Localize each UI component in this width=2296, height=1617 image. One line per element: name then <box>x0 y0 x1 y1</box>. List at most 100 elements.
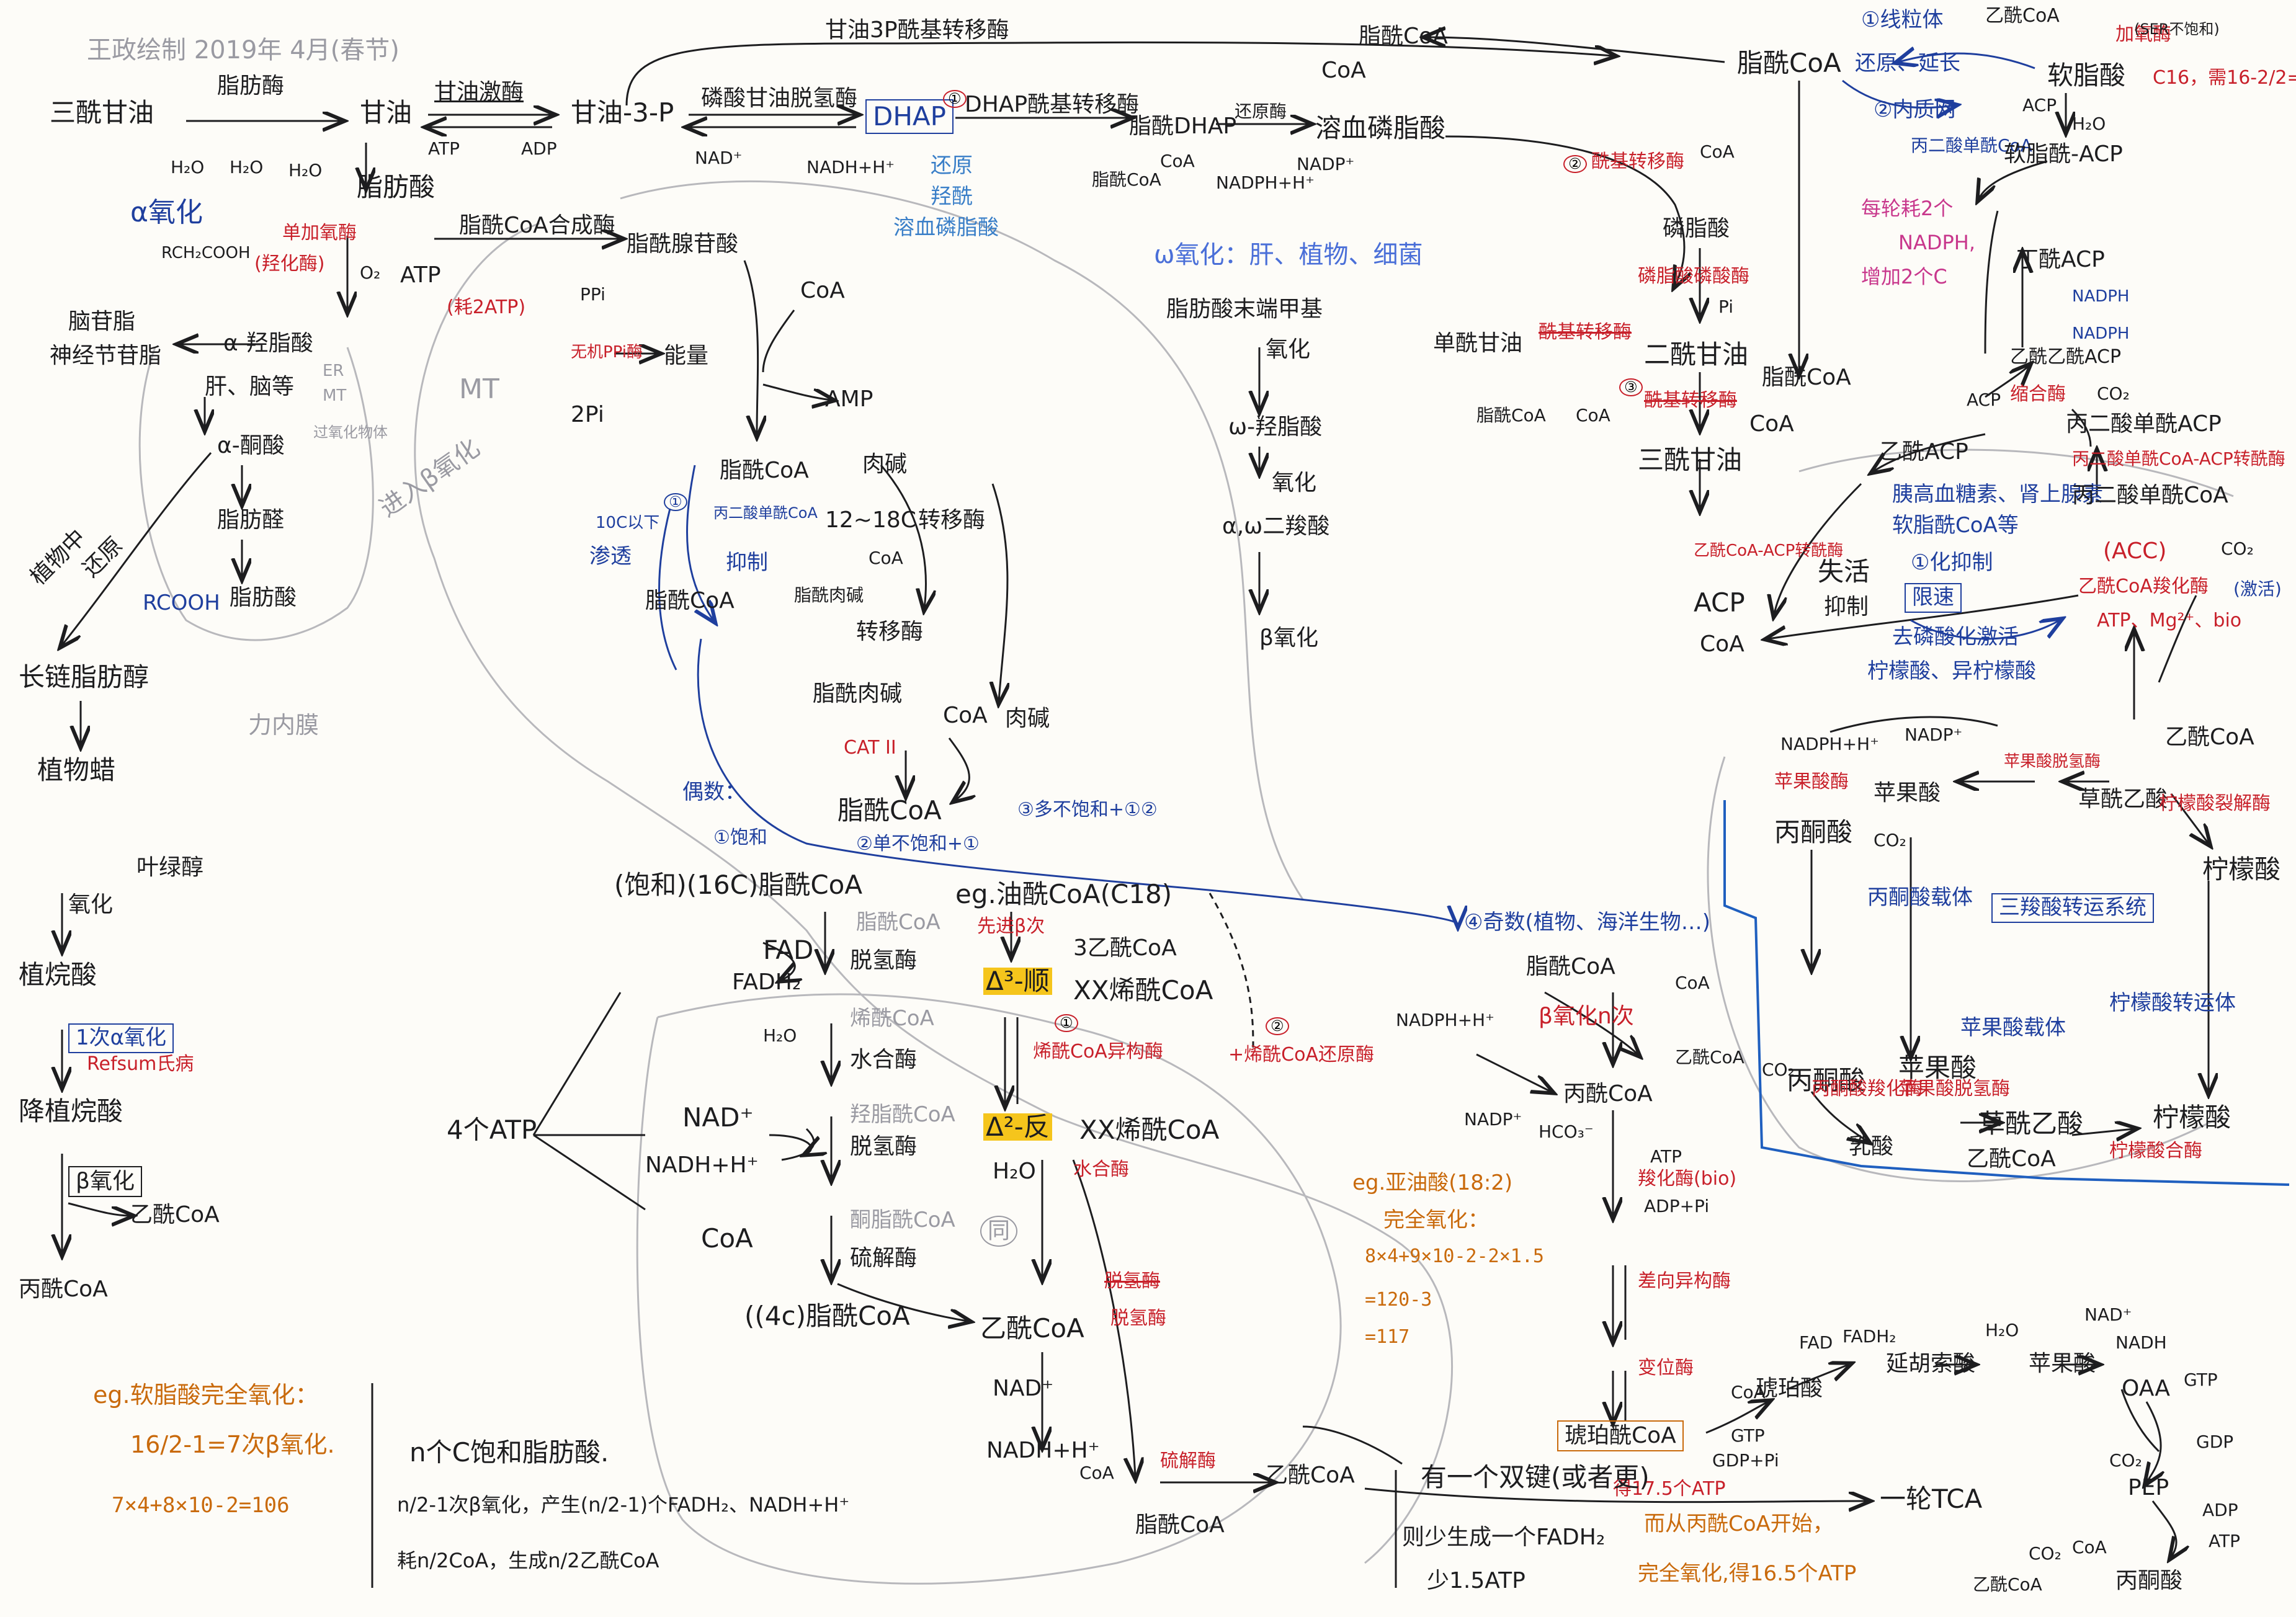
four-atp: 4个ATP <box>447 1115 537 1145</box>
enoyl-coa: 烯酰CoA <box>850 1006 934 1031</box>
permeate: 渗透 <box>589 544 632 569</box>
xx-enoyl-2: XX烯酰CoA <box>1079 1115 1220 1145</box>
cerebroside: 脑苷脂 <box>68 309 136 334</box>
nadph-1: NADPH <box>2072 287 2130 306</box>
less-10c: 10C以下 <box>596 514 660 532</box>
fatty-acid: 脂肪酸 <box>357 172 436 202</box>
add-2c: 增加2个C <box>1861 265 1947 288</box>
synth-acp-2: ACP <box>1967 390 2001 410</box>
rate-limiting: 限速 <box>1905 583 1962 613</box>
thiolase-2: 硫解酶 <box>1160 1450 1216 1472</box>
fadh2: FADH₂ <box>732 969 802 995</box>
c16-rounds: C16，需16-2/2=7轮 <box>2153 67 2296 89</box>
h2o-1: H₂O <box>171 157 205 177</box>
o2: O₂ <box>360 262 381 283</box>
coa-act: CoA <box>800 278 845 303</box>
coa-top-1: CoA <box>1321 58 1366 83</box>
acc-label: (ACC) <box>2103 538 2167 564</box>
acyl-coa-mono: 脂酰CoA <box>1476 405 1546 425</box>
mt-label: MT <box>323 386 347 405</box>
er-label-synth: ②内质网 <box>1874 97 1956 122</box>
acylcarnitine-1: 脂酰肉碱 <box>794 585 864 605</box>
amp: AMP <box>825 386 873 412</box>
chain-range: 12~18C <box>825 507 916 533</box>
butyryl-acp: 丁酰ACP <box>2016 247 2105 272</box>
odd-yield: 得17.5个ATP <box>1613 1478 1726 1500</box>
shuttle-co2-2: CO₂ <box>1762 1059 1795 1080</box>
tricarboxylate-title: 三羧酸转运系统 <box>1991 893 2154 923</box>
cat1-num: ① <box>664 493 687 512</box>
shuttle-nadp: NADP⁺ <box>1905 724 1963 745</box>
insulin-glucagon: 胰高血糖素、肾上腺素 <box>1892 482 2103 507</box>
shuttle-malate: 苹果酸 <box>1874 780 1941 806</box>
acyl-coa-mito: 脂酰CoA <box>645 588 735 613</box>
front-beta: 先进β次 <box>977 915 1045 937</box>
triglyceride: 三酰甘油 <box>50 97 154 128</box>
acyltransferase-3: 酰基转移酶 <box>1644 390 1737 411</box>
nadph-2: NADPH <box>2072 324 2130 343</box>
synth-acp: ACP <box>2022 95 2057 115</box>
malate-carrier: 苹果酸载体 <box>1960 1015 2066 1040</box>
linoleic-eq1: =120-3 <box>1365 1289 1432 1311</box>
less-fadh2: 则少生成一个FADH₂ <box>1402 1525 1606 1550</box>
dh-2: 脱氢酶 <box>1104 1270 1160 1292</box>
dhap-lyso: 溶血磷脂酸 <box>893 215 999 240</box>
alpha-keto-acid: α-酮酸 <box>217 433 285 458</box>
tca-acetyl: 乙酰CoA <box>1973 1574 2042 1595</box>
nadph-top: NADPH+H⁺ <box>1216 172 1315 193</box>
phytanic-beta-ox: β氧化 <box>68 1166 142 1197</box>
shuttle-nadph: NADPH+H⁺ <box>1780 734 1879 754</box>
xx-enoyl-1: XX烯酰CoA <box>1073 975 1213 1005</box>
tca-coa-2: CoA <box>2072 1537 2107 1557</box>
hydroxylase: (羟化酶) <box>254 253 325 275</box>
malonyl-inhibit: 丙二酸单酰CoA <box>713 504 818 522</box>
acyltransferase-2: 酰基转移酶 <box>1591 151 1684 172</box>
ketoacyl-coa: 酮脂酰CoA <box>850 1208 955 1232</box>
shuttle-acetyl: 乙酰CoA <box>1967 1146 2056 1172</box>
less-atp: 少1.5ATP <box>1427 1568 1525 1593</box>
dephos-activate: 去磷酸化激活 <box>1892 625 2019 649</box>
monooxygenase: 单加氧酶 <box>282 222 357 244</box>
acetoacetyl-acp: 乙酰乙酰ACP <box>2010 346 2122 368</box>
linoleic-full: 完全氧化： <box>1383 1208 1489 1232</box>
pristanic-acid: 降植烷酸 <box>19 1096 123 1126</box>
double-bond: 有一个双键(或者更) <box>1421 1462 1650 1492</box>
in-plants: 植物中 <box>25 524 91 590</box>
shuttle-oaa: 草酰乙酸 <box>2078 786 2168 812</box>
nadp-top: NADP⁺ <box>1297 154 1355 174</box>
inactivate: 失活 <box>1818 556 1870 587</box>
fad: FAD <box>763 935 814 965</box>
delta2-trans: Δ²-反 <box>983 1113 1052 1141</box>
condensing-enzyme: 缩合酶 <box>2010 383 2066 405</box>
tca-gdp-2: GDP+Pi <box>1712 1450 1779 1471</box>
glycerol: 甘油 <box>360 97 413 128</box>
acc-activate: (激活) <box>2233 579 2282 599</box>
carnitine-1: 肉碱 <box>862 452 908 477</box>
energy: 能量 <box>664 343 709 368</box>
acyl-dhap: 脂酰DHAP <box>1129 114 1237 139</box>
odd-propionyl: 丙酰CoA <box>1563 1081 1653 1107</box>
dhap-box: DHAP <box>865 99 954 135</box>
malate-dh-2: 苹果酸脱氢酶 <box>1898 1078 2010 1100</box>
malonyl-transacylase: 丙二酸单酰CoA-ACP转酰酶 <box>2072 448 2285 469</box>
consume-2atp: (耗2ATP) <box>447 296 526 318</box>
coa-shuttle: CoA <box>869 548 903 568</box>
succinyl-coa: 琥珀酰CoA <box>1557 1420 1684 1451</box>
phytanic-oxidize: 氧化 <box>68 892 114 917</box>
linoleic-calc: 8×4+9×10-2-2×1.5 <box>1365 1245 1544 1267</box>
tca-co2: CO₂ <box>2109 1450 2142 1471</box>
shuttle-oaa-2: 草酰乙酸 <box>1979 1108 2084 1139</box>
dienoyl-reductase: +烯酰CoA还原酶 <box>1228 1044 1374 1066</box>
palmitate: 软脂酸 <box>2047 60 2126 91</box>
long-chain-alcohol: 长链脂肪醇 <box>19 662 150 692</box>
coa-top-3: CoA <box>1700 141 1735 162</box>
pi-top: Pi <box>1718 296 1734 317</box>
nad-beta-2: NAD⁺ <box>993 1376 1054 1401</box>
two-pi: 2Pi <box>571 402 604 427</box>
triglyceride-2: 三酰甘油 <box>1638 445 1743 475</box>
coa-beta: CoA <box>701 1223 753 1254</box>
hydroxyacyl-coa: 羟脂酰CoA <box>850 1102 955 1127</box>
translocase: 转移酶 <box>856 619 924 644</box>
acc-name: 乙酰CoA羧化酶 <box>2078 576 2209 597</box>
